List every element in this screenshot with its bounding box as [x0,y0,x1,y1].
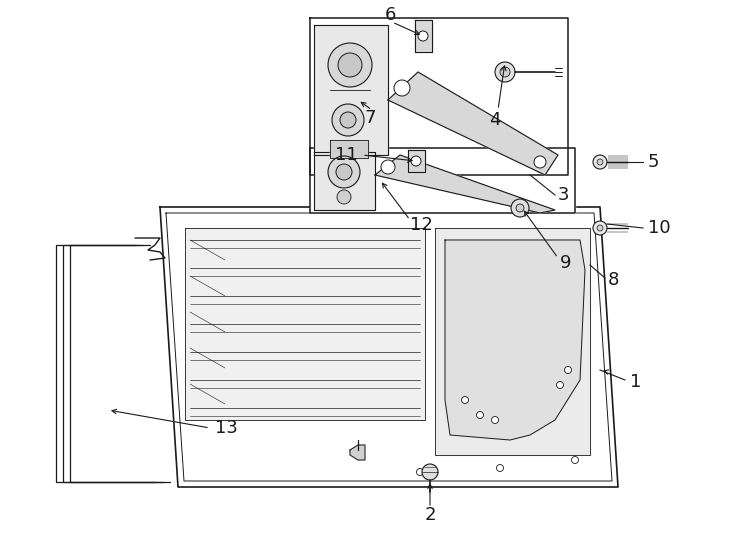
Circle shape [495,62,515,82]
Circle shape [597,225,603,231]
Circle shape [593,155,607,169]
Polygon shape [314,25,388,155]
Circle shape [462,396,468,403]
Polygon shape [445,240,585,440]
Text: 3: 3 [558,186,570,204]
Polygon shape [415,20,432,52]
Circle shape [422,464,438,480]
Text: 11: 11 [335,146,358,164]
Circle shape [328,156,360,188]
Circle shape [418,31,428,41]
Circle shape [394,80,410,96]
Text: 12: 12 [410,216,433,234]
Circle shape [476,411,484,418]
Circle shape [416,469,424,476]
Circle shape [338,53,362,77]
Text: 13: 13 [215,419,238,437]
Circle shape [511,199,529,217]
Text: 6: 6 [385,6,396,24]
Circle shape [381,160,395,174]
Circle shape [492,416,498,423]
Text: 2: 2 [424,506,436,524]
Polygon shape [408,150,425,172]
Circle shape [500,67,510,77]
Circle shape [597,159,603,165]
Text: 7: 7 [364,109,376,127]
Circle shape [564,367,572,374]
Circle shape [336,164,352,180]
Polygon shape [375,155,555,213]
Polygon shape [330,140,368,158]
Text: 9: 9 [560,254,572,272]
Text: 4: 4 [490,111,501,129]
Circle shape [332,104,364,136]
Circle shape [340,112,356,128]
Polygon shape [310,18,568,175]
Circle shape [337,190,351,204]
Circle shape [496,464,504,471]
Text: 5: 5 [648,153,660,171]
Circle shape [534,156,546,168]
Circle shape [516,204,524,212]
Polygon shape [166,213,612,481]
Circle shape [593,221,607,235]
Polygon shape [314,152,375,210]
Text: 1: 1 [630,373,642,391]
Polygon shape [160,207,618,487]
Circle shape [411,156,421,166]
Polygon shape [388,72,558,175]
Circle shape [556,381,564,388]
Polygon shape [435,228,590,455]
Text: 10: 10 [648,219,671,237]
Polygon shape [350,445,365,460]
Polygon shape [310,148,575,213]
Text: 8: 8 [608,271,619,289]
Circle shape [328,43,372,87]
Polygon shape [185,228,425,420]
Circle shape [572,456,578,463]
